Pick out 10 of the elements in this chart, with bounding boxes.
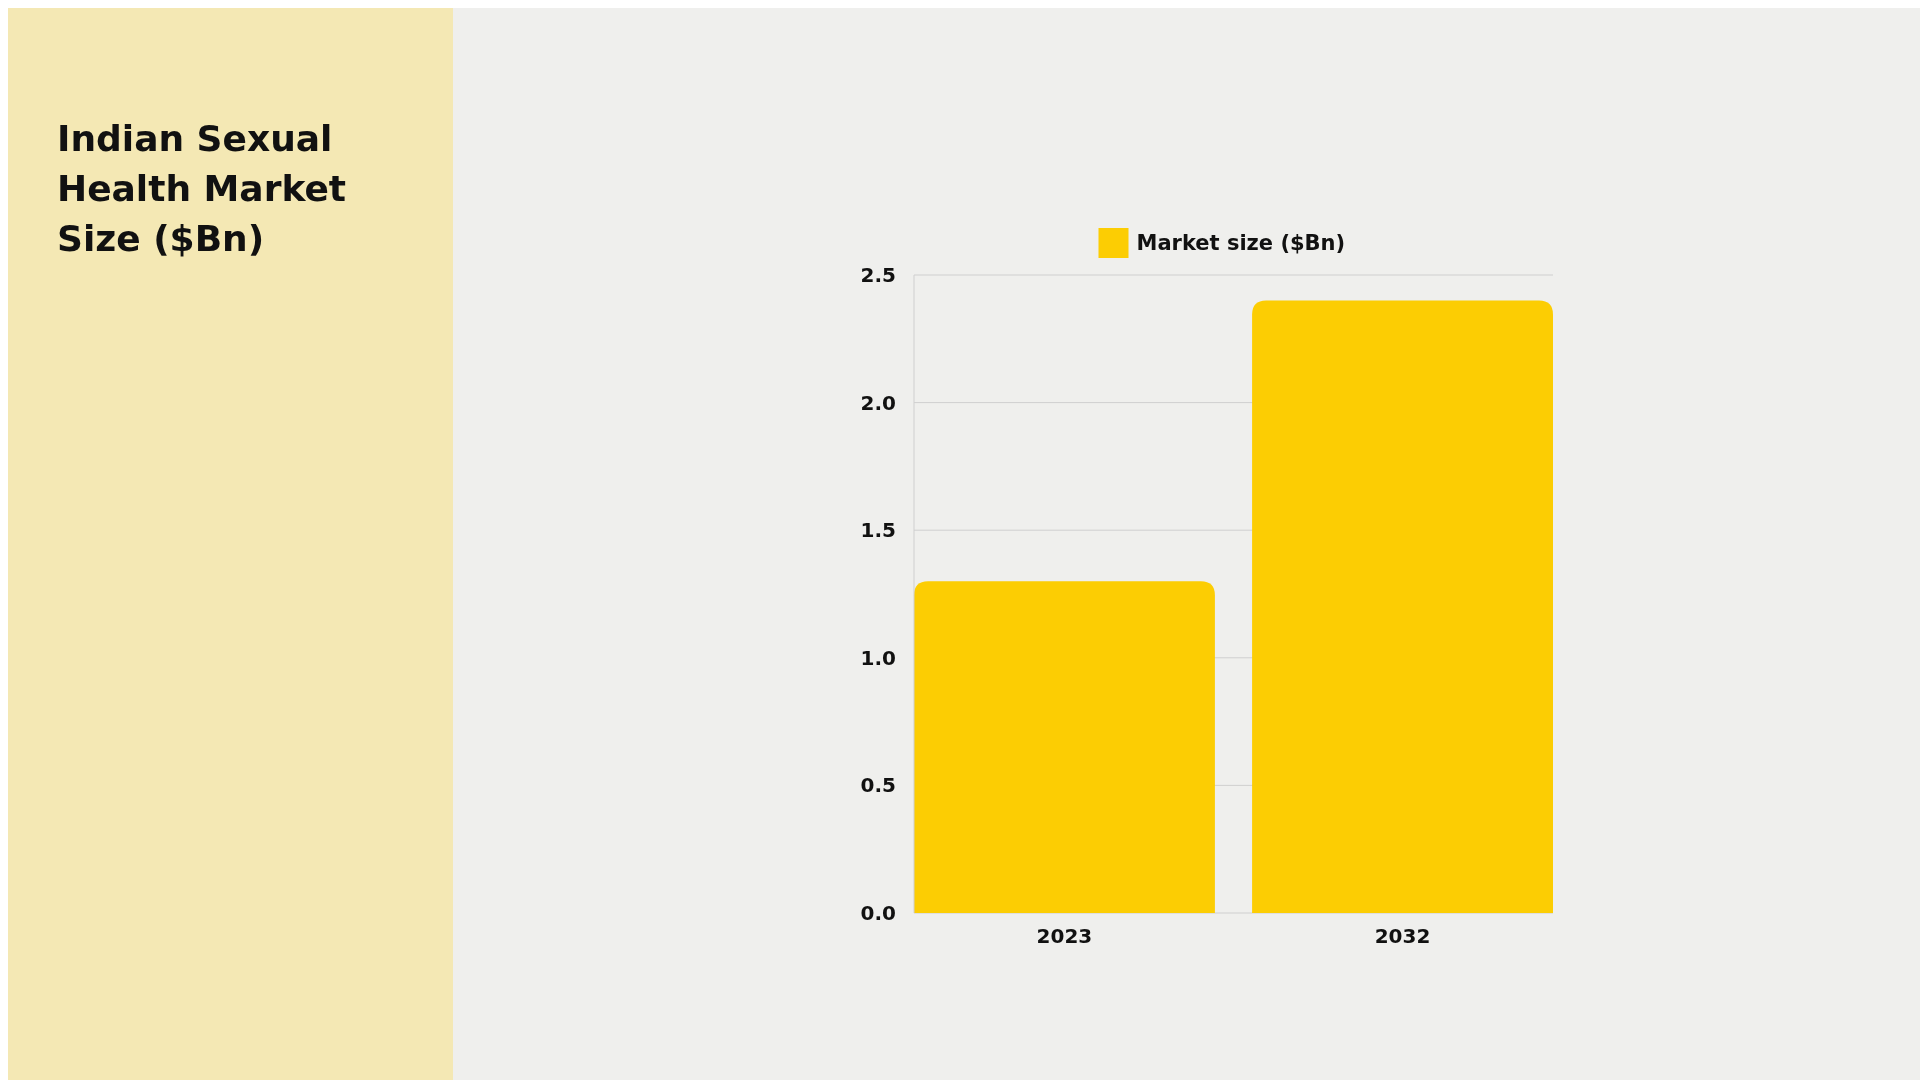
legend-label: Market size ($Bn): [1136, 231, 1346, 256]
y-tick-label: 0.5: [860, 773, 896, 798]
y-tick-label: 2.0: [860, 390, 896, 415]
x-tick-label: 2023: [1036, 924, 1093, 948]
y-tick-label: 1.5: [860, 518, 896, 543]
y-tick-label: 0.0: [860, 901, 896, 925]
y-tick-label: 1.0: [860, 645, 896, 670]
y-tick-label: 2.5: [860, 263, 896, 287]
x-tick-label: 2032: [1374, 924, 1431, 948]
text: Indian Sexual Health Market Size ($Bn): [57, 118, 347, 259]
